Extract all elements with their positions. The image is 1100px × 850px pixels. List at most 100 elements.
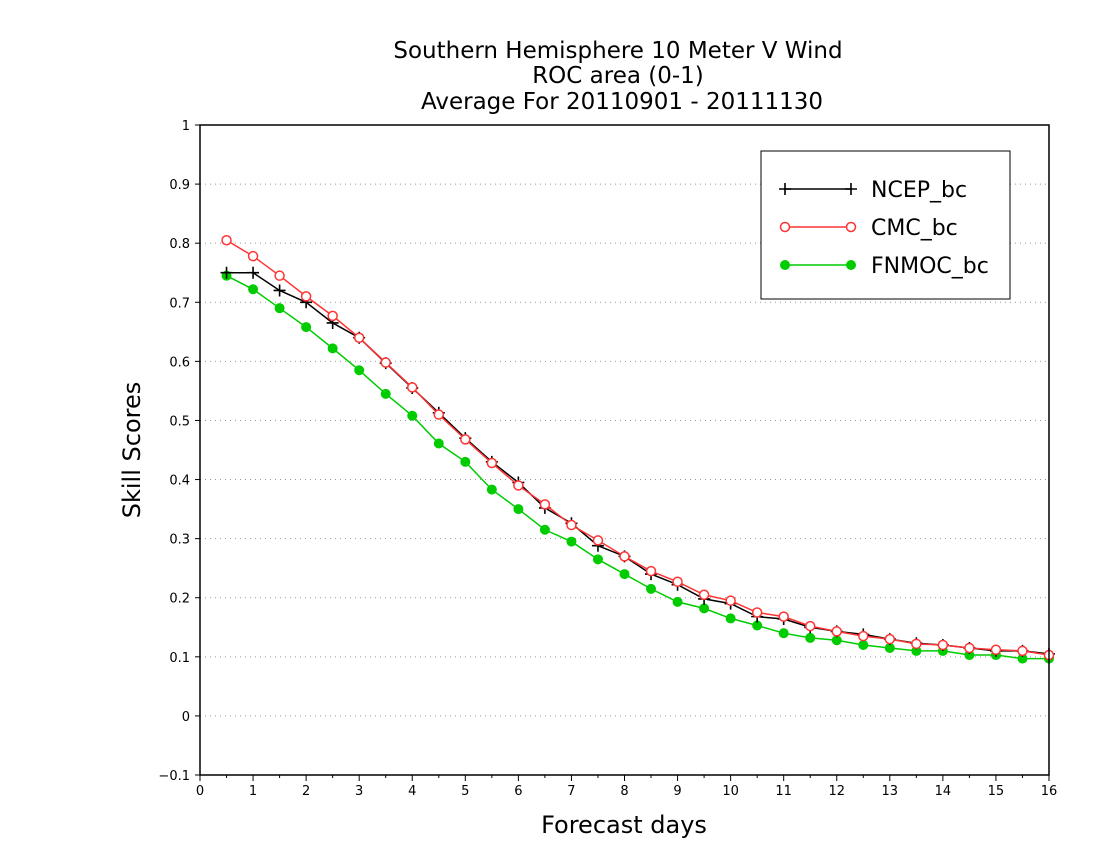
data-point-cmc-bc bbox=[433, 409, 445, 420]
data-point-fnmoc-bc bbox=[433, 438, 444, 449]
plot-area-frame bbox=[199, 124, 1050, 776]
y-tick-label: 0.2 bbox=[169, 592, 190, 607]
data-point-cmc-bc bbox=[937, 639, 949, 651]
data-series bbox=[220, 234, 1055, 664]
data-point-fnmoc-bc bbox=[274, 303, 285, 314]
y-tick-label: 0.8 bbox=[169, 237, 190, 252]
x-tick-label: 13 bbox=[882, 784, 899, 799]
x-tick-label: 12 bbox=[828, 784, 845, 799]
data-point-cmc-bc bbox=[1017, 645, 1028, 657]
legend-marker bbox=[846, 260, 856, 270]
legend-items: NCEP_bc CMC_bc FNMOC_bc bbox=[779, 178, 989, 279]
data-point-cmc-bc bbox=[645, 565, 657, 577]
data-point-cmc-bc bbox=[751, 607, 763, 618]
series-cmc-bc bbox=[221, 234, 1055, 661]
y-tick-label: 0.7 bbox=[169, 296, 190, 311]
data-point-cmc-bc bbox=[300, 291, 312, 302]
x-axis-label: Forecast days bbox=[541, 811, 707, 839]
x-tick-label: 3 bbox=[355, 784, 363, 799]
x-tick-label: 10 bbox=[722, 784, 739, 799]
data-point-cmc-bc bbox=[778, 611, 789, 622]
data-point-fnmoc-bc bbox=[805, 632, 816, 643]
data-point-cmc-bc bbox=[990, 644, 1002, 655]
legend-marker bbox=[845, 221, 857, 233]
y-tick-label: 0 bbox=[182, 710, 190, 725]
y-tick-label: 0.5 bbox=[169, 414, 190, 429]
data-point-cmc-bc bbox=[592, 535, 604, 546]
data-point-fnmoc-bc bbox=[513, 504, 524, 515]
axis-ticks: −0.100.10.20.30.40.50.60.70.80.910 1 2 3 4 5 6… bbox=[158, 119, 1057, 799]
legend-label: CMC_bc bbox=[871, 216, 958, 241]
x-tick-label: 4 bbox=[408, 784, 416, 799]
data-point-fnmoc-bc bbox=[380, 388, 391, 399]
data-point-cmc-bc bbox=[407, 382, 418, 393]
data-point-cmc-bc bbox=[698, 589, 710, 601]
data-point-fnmoc-bc bbox=[646, 583, 657, 594]
legend-marker bbox=[779, 221, 791, 233]
data-point-cmc-bc bbox=[804, 620, 816, 632]
y-tick-label: 0.4 bbox=[169, 474, 190, 489]
x-tick-label: 14 bbox=[935, 784, 952, 799]
legend-marker bbox=[845, 183, 857, 195]
y-tick-label: 0.9 bbox=[169, 178, 190, 193]
data-point-cmc-bc bbox=[539, 499, 551, 510]
data-point-fnmoc-bc bbox=[407, 410, 418, 421]
data-point-fnmoc-bc bbox=[619, 569, 630, 580]
x-tick-label: 1 bbox=[249, 784, 257, 799]
y-tick-label: 1 bbox=[182, 119, 190, 134]
legend-label: FNMOC_bc bbox=[871, 254, 989, 279]
data-point-fnmoc-bc bbox=[539, 524, 550, 535]
data-point-fnmoc-bc bbox=[672, 596, 683, 607]
data-point-fnmoc-bc bbox=[725, 613, 736, 624]
title-line-2: ROC area (0-1) bbox=[532, 63, 704, 89]
data-point-cmc-bc bbox=[513, 480, 524, 491]
legend-marker bbox=[780, 260, 790, 270]
data-point-cmc-bc bbox=[831, 626, 842, 637]
data-point-cmc-bc bbox=[672, 576, 683, 588]
data-point-cmc-bc bbox=[619, 551, 630, 562]
legend-entry-fnmoc-bc: FNMOC_bc bbox=[780, 254, 989, 279]
x-tick-label: 7 bbox=[567, 784, 575, 799]
data-point-cmc-bc bbox=[274, 270, 285, 281]
data-point-fnmoc-bc bbox=[486, 484, 497, 495]
data-point-cmc-bc bbox=[911, 638, 922, 650]
title-line-1: Southern Hemisphere 10 Meter V Wind bbox=[393, 38, 842, 64]
y-tick-label: 0.3 bbox=[169, 533, 190, 548]
x-tick-label: 5 bbox=[461, 784, 469, 799]
data-point-ncep-bc bbox=[247, 266, 260, 279]
data-point-cmc-bc bbox=[460, 434, 471, 445]
data-point-fnmoc-bc bbox=[858, 640, 869, 650]
data-point-fnmoc-bc bbox=[778, 628, 789, 639]
data-point-fnmoc-bc bbox=[592, 554, 603, 565]
data-point-ncep-bc bbox=[220, 266, 233, 279]
chart-title: Southern Hemisphere 10 Meter V Wind ROC … bbox=[393, 38, 842, 115]
data-point-fnmoc-bc bbox=[699, 603, 710, 614]
data-point-cmc-bc bbox=[964, 642, 975, 654]
legend-entry-ncep-bc: NCEP_bc bbox=[779, 178, 967, 203]
data-point-fnmoc-bc bbox=[460, 456, 471, 467]
data-point-cmc-bc bbox=[884, 633, 896, 645]
data-point-cmc-bc bbox=[247, 250, 259, 262]
legend-entry-cmc-bc: CMC_bc bbox=[779, 216, 958, 241]
data-point-cmc-bc bbox=[327, 310, 338, 322]
data-point-fnmoc-bc bbox=[248, 284, 259, 295]
x-tick-label: 11 bbox=[775, 784, 792, 799]
title-line-3: Average For 20110901 - 20111130 bbox=[421, 89, 823, 115]
data-point-fnmoc-bc bbox=[301, 322, 312, 333]
y-tick-label: −0.1 bbox=[158, 769, 190, 784]
y-axis-label: Skill Scores bbox=[118, 382, 146, 519]
x-tick-label: 0 bbox=[196, 784, 204, 799]
legend-marker bbox=[779, 183, 791, 195]
data-point-cmc-bc bbox=[858, 630, 869, 642]
data-point-cmc-bc bbox=[221, 234, 232, 246]
legend: NCEP_bc CMC_bc FNMOC_bc bbox=[760, 150, 1011, 300]
data-point-cmc-bc bbox=[380, 357, 391, 368]
y-tick-label: 0.1 bbox=[169, 651, 190, 666]
x-tick-label: 8 bbox=[620, 784, 628, 799]
y-tick-label: 0.6 bbox=[169, 355, 190, 370]
series-fnmoc-bc bbox=[221, 270, 1054, 664]
data-point-cmc-bc bbox=[353, 332, 365, 343]
data-point-fnmoc-bc bbox=[327, 343, 338, 354]
x-tick-label: 15 bbox=[988, 784, 1005, 799]
